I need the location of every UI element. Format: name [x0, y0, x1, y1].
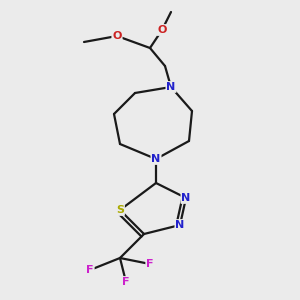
Text: O: O	[112, 31, 122, 41]
Text: N: N	[176, 220, 184, 230]
Text: F: F	[122, 277, 130, 287]
Text: F: F	[146, 259, 154, 269]
Text: N: N	[152, 154, 160, 164]
Text: S: S	[116, 205, 124, 215]
Text: O: O	[157, 25, 167, 35]
Text: N: N	[182, 193, 190, 203]
Text: F: F	[86, 265, 94, 275]
Text: N: N	[167, 82, 176, 92]
